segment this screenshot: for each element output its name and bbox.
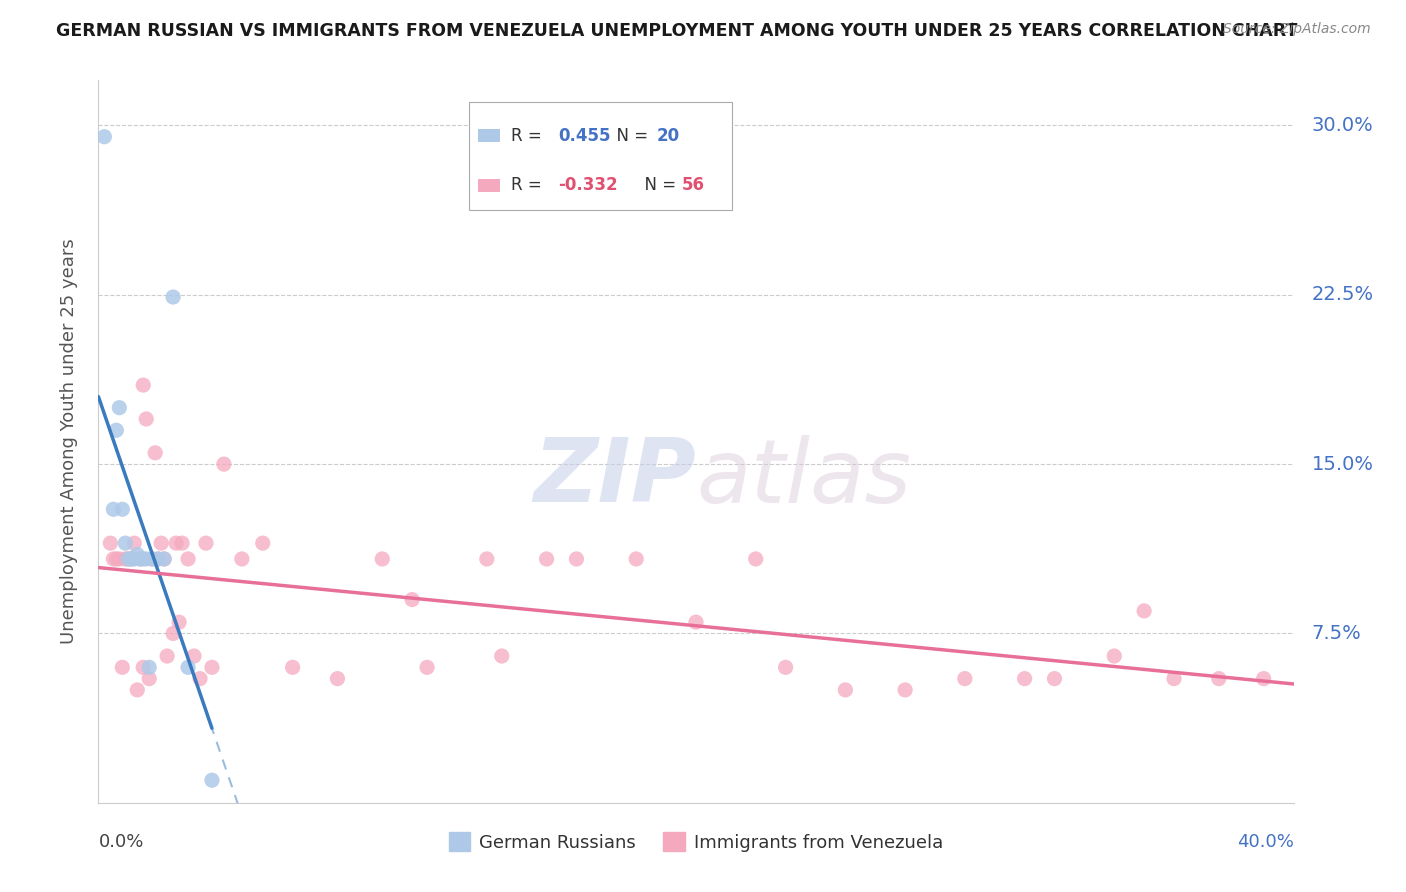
- Point: [1133, 604, 1156, 618]
- Point: [1043, 672, 1066, 686]
- Legend: German Russians, Immigrants from Venezuela: German Russians, Immigrants from Venezue…: [441, 825, 950, 859]
- Point: [745, 552, 768, 566]
- Text: 0.0%: 0.0%: [98, 833, 143, 851]
- Point: [120, 552, 142, 566]
- Point: [195, 536, 218, 550]
- Point: [212, 457, 235, 471]
- Point: [108, 552, 131, 566]
- Point: [626, 552, 648, 566]
- FancyBboxPatch shape: [478, 178, 501, 192]
- Point: [177, 660, 200, 674]
- Text: 22.5%: 22.5%: [1312, 285, 1374, 304]
- Point: [148, 552, 170, 566]
- Point: [162, 626, 184, 640]
- Point: [894, 682, 917, 697]
- Point: [201, 773, 224, 788]
- Point: [177, 552, 200, 566]
- Point: [371, 552, 394, 566]
- Text: R =: R =: [510, 127, 547, 145]
- Point: [1014, 672, 1036, 686]
- Point: [167, 615, 190, 630]
- Point: [129, 552, 152, 566]
- Point: [326, 672, 349, 686]
- Point: [117, 552, 139, 566]
- Text: 56: 56: [682, 176, 704, 194]
- Point: [124, 536, 146, 550]
- Text: N =: N =: [634, 176, 681, 194]
- Text: ZIP: ZIP: [533, 434, 696, 521]
- Point: [127, 548, 149, 562]
- Point: [201, 660, 224, 674]
- Text: R =: R =: [510, 176, 547, 194]
- Point: [252, 536, 274, 550]
- Text: 20: 20: [657, 127, 679, 145]
- Point: [231, 552, 253, 566]
- Text: 0.455: 0.455: [558, 127, 612, 145]
- Point: [1253, 672, 1275, 686]
- Point: [105, 423, 128, 437]
- Point: [135, 552, 157, 566]
- Point: [141, 552, 163, 566]
- Text: atlas: atlas: [696, 434, 911, 521]
- Text: 40.0%: 40.0%: [1237, 833, 1294, 851]
- Point: [138, 672, 160, 686]
- Point: [565, 552, 588, 566]
- Point: [156, 648, 179, 663]
- Point: [401, 592, 423, 607]
- Point: [153, 552, 176, 566]
- Point: [132, 378, 155, 392]
- Point: [132, 552, 155, 566]
- Point: [281, 660, 304, 674]
- Point: [143, 446, 166, 460]
- Point: [127, 682, 149, 697]
- Point: [475, 552, 498, 566]
- Y-axis label: Unemployment Among Youth under 25 years: Unemployment Among Youth under 25 years: [59, 239, 77, 644]
- Point: [129, 552, 152, 566]
- Point: [148, 552, 170, 566]
- Point: [953, 672, 976, 686]
- Point: [105, 552, 128, 566]
- Point: [1163, 672, 1185, 686]
- Text: -0.332: -0.332: [558, 176, 619, 194]
- Text: GERMAN RUSSIAN VS IMMIGRANTS FROM VENEZUELA UNEMPLOYMENT AMONG YOUTH UNDER 25 YE: GERMAN RUSSIAN VS IMMIGRANTS FROM VENEZU…: [56, 22, 1298, 40]
- Point: [117, 552, 139, 566]
- Point: [150, 536, 173, 550]
- Text: N =: N =: [606, 127, 654, 145]
- FancyBboxPatch shape: [478, 129, 501, 143]
- Point: [834, 682, 856, 697]
- Point: [165, 536, 187, 550]
- Point: [98, 536, 122, 550]
- Point: [108, 401, 131, 415]
- Text: 15.0%: 15.0%: [1312, 455, 1374, 474]
- Point: [124, 552, 146, 566]
- Point: [93, 129, 115, 144]
- Point: [111, 660, 134, 674]
- Text: Source: ZipAtlas.com: Source: ZipAtlas.com: [1223, 22, 1371, 37]
- Point: [1208, 672, 1230, 686]
- Point: [103, 552, 125, 566]
- Point: [172, 536, 194, 550]
- Text: 30.0%: 30.0%: [1312, 116, 1374, 135]
- Point: [114, 552, 136, 566]
- Point: [111, 502, 134, 516]
- Point: [114, 536, 136, 550]
- Point: [1104, 648, 1126, 663]
- Point: [162, 290, 184, 304]
- Point: [183, 648, 205, 663]
- Point: [132, 660, 155, 674]
- FancyBboxPatch shape: [470, 102, 733, 211]
- Point: [685, 615, 707, 630]
- Text: 7.5%: 7.5%: [1312, 624, 1361, 643]
- Point: [141, 552, 163, 566]
- Point: [138, 660, 160, 674]
- Point: [416, 660, 439, 674]
- Point: [120, 552, 142, 566]
- Point: [135, 412, 157, 426]
- Point: [536, 552, 558, 566]
- Point: [188, 672, 211, 686]
- Point: [775, 660, 797, 674]
- Point: [103, 502, 125, 516]
- Point: [491, 648, 513, 663]
- Point: [153, 552, 176, 566]
